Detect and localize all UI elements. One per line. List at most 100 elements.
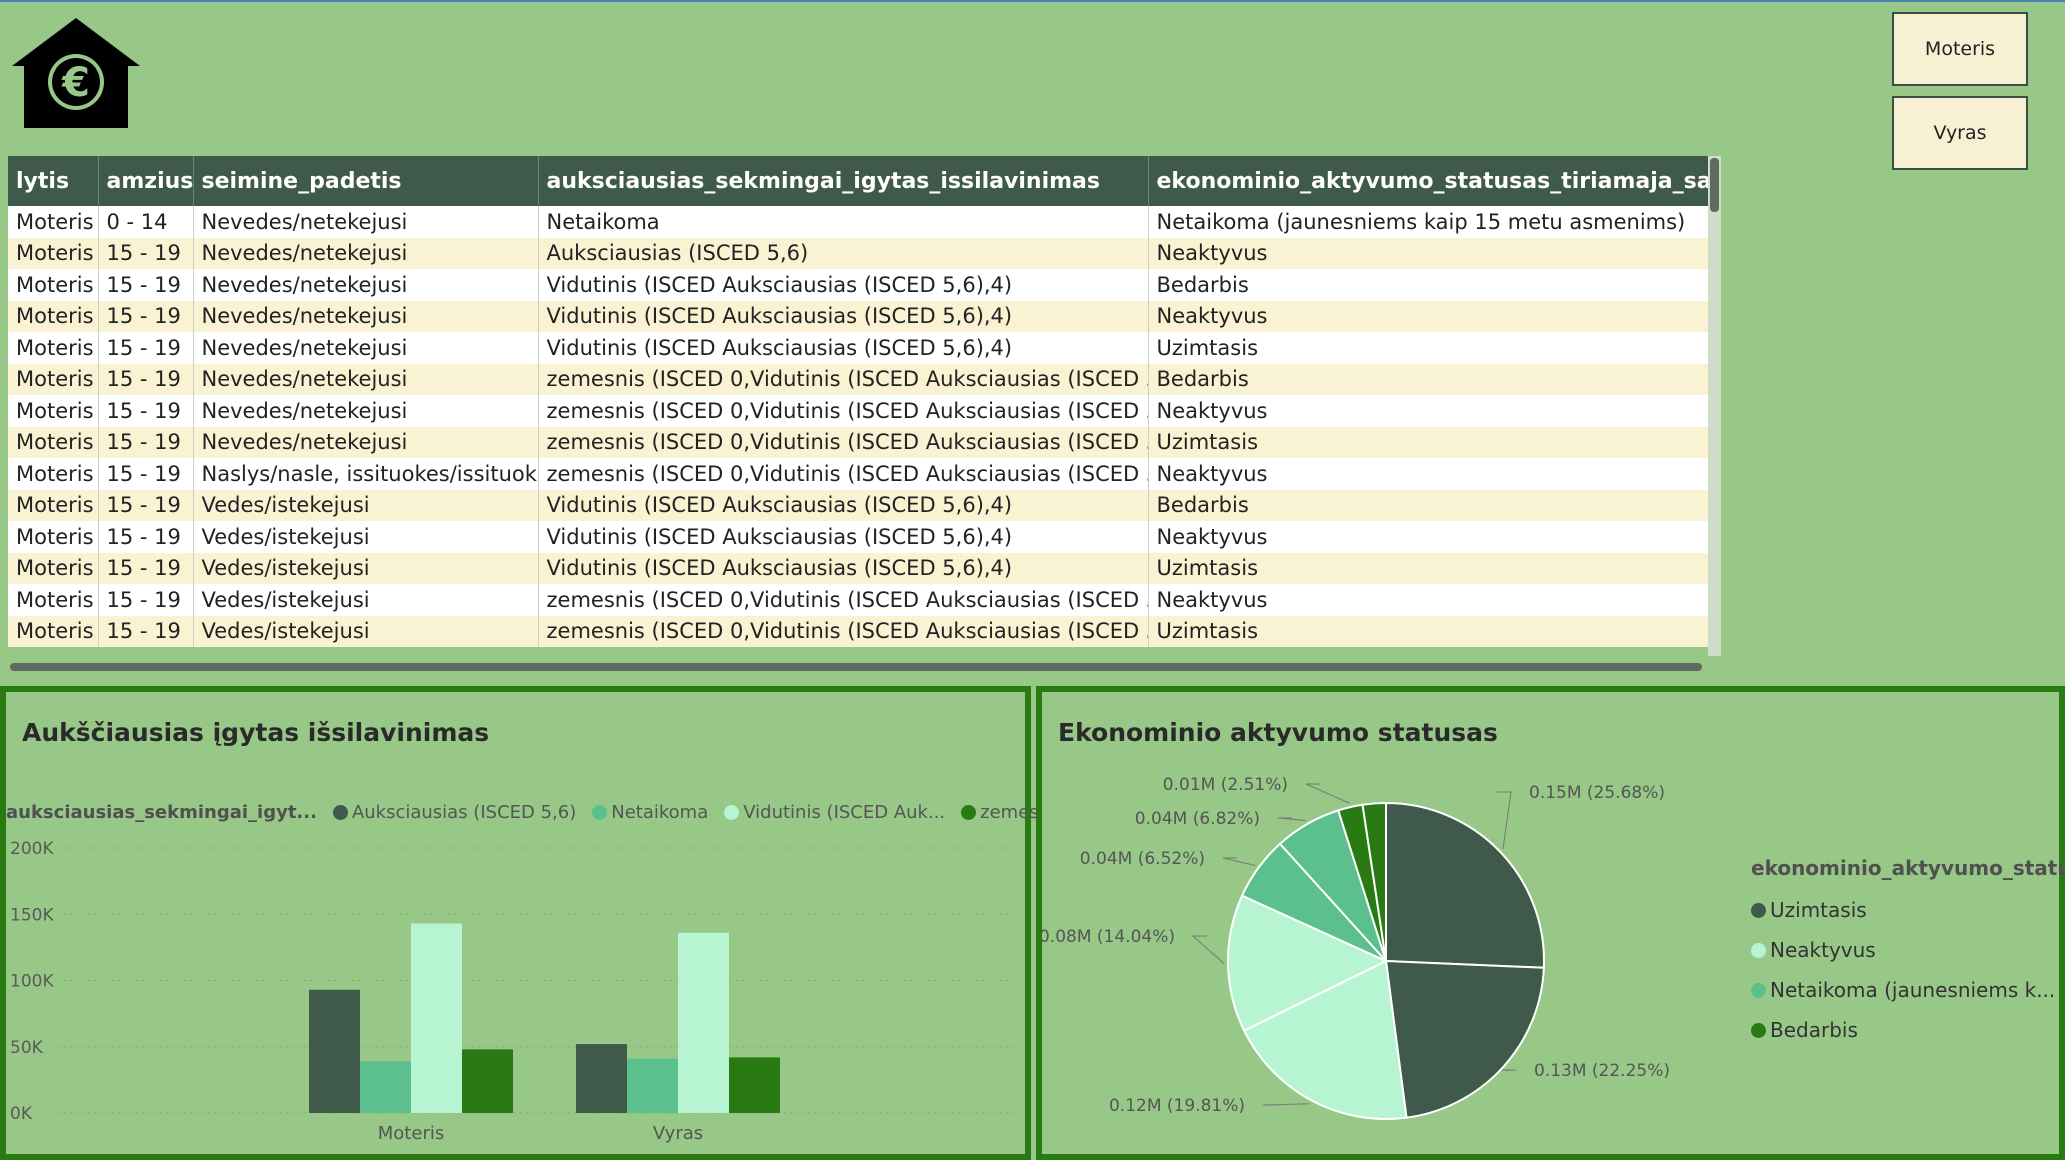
pie-slice[interactable] <box>1227 894 1389 1032</box>
pie-slice[interactable] <box>1385 801 1545 969</box>
table-cell: 15 - 19 <box>98 332 194 364</box>
horizontal-scrollbar[interactable] <box>10 663 1702 671</box>
pie-slice[interactable] <box>1384 959 1545 1119</box>
table-cell: Auksciausias (ISCED 5,6) <box>538 237 1149 269</box>
bar[interactable] <box>411 923 462 1113</box>
table-cell: 15 - 19 <box>98 395 194 427</box>
bar-chart-title: Aukščiausias įgytas išsilavinimas <box>22 718 490 747</box>
table-row[interactable]: Moteris 0 - 14 Nevedes/netekejusi Netaikoma… <box>8 206 1709 238</box>
pie-legend-item[interactable]: Neaktyvus <box>1751 930 2065 970</box>
table-cell: Moteris <box>8 395 99 427</box>
bar[interactable] <box>309 989 360 1113</box>
table-cell: Moteris <box>8 206 99 238</box>
slicer-button-vyras[interactable]: Vyras <box>1892 96 2028 170</box>
table-cell: Nevedes/netekejusi <box>193 269 539 301</box>
table-cell: Vidutinis (ISCED Auksciausias (ISCED 5,6… <box>538 269 1149 301</box>
vertical-scrollbar-thumb[interactable] <box>1710 158 1719 212</box>
bar[interactable] <box>576 1044 627 1113</box>
table-cell: Nevedes/netekejusi <box>193 426 539 458</box>
pie-data-label: 0.04M (6.52%) <box>1080 849 1205 869</box>
table-row[interactable]: Moteris 15 - 19 Vedes/istekejusi Vidutinis … <box>8 521 1709 553</box>
bar[interactable] <box>360 1061 411 1113</box>
table-cell: 15 - 19 <box>98 300 194 332</box>
table-cell: 15 - 19 <box>98 269 194 301</box>
bar-legend-item[interactable]: Netaikoma <box>592 802 708 823</box>
table-cell: Nevedes/netekejusi <box>193 237 539 269</box>
table-cell: Moteris <box>8 489 99 521</box>
table-row[interactable]: Moteris 15 - 19 Nevedes/netekejusi zemesnis… <box>8 395 1709 427</box>
pie-legend-item[interactable]: Uzimtasis <box>1751 890 2065 930</box>
bar-legend-label: Netaikoma <box>611 802 709 823</box>
table-cell: Vedes/istekejusi <box>193 552 539 584</box>
house-euro-logo-icon: € <box>12 18 140 128</box>
svg-text:€: € <box>61 60 90 106</box>
pie-data-label: 0.04M (6.82%) <box>1135 809 1260 829</box>
pie-data-label: 0.01M (2.51%) <box>1163 775 1288 795</box>
table-cell: Vidutinis (ISCED Auksciausias (ISCED 5,6… <box>538 332 1149 364</box>
bar-legend-item[interactable]: Auksciausias (ISCED 5,6) <box>332 802 576 823</box>
table-row[interactable]: Moteris 15 - 19 Naslys/nasle, issituokes/i… <box>8 458 1709 490</box>
table-row[interactable]: Moteris 15 - 19 Vedes/istekejusi Vidutinis … <box>8 552 1709 584</box>
legend-dot-icon <box>1751 982 1766 998</box>
table-cell: zemesnis (ISCED 0,Vidutinis (ISCED Auksc… <box>538 426 1149 458</box>
legend-dot-icon <box>1751 902 1766 918</box>
column-header-ekonominio-statusas[interactable]: ekonominio_aktyvumo_statusas_tiriamaja_s… <box>1148 156 1709 206</box>
table-row[interactable]: Moteris 15 - 19 Nevedes/netekejusi zemesnis… <box>8 363 1709 395</box>
pie-legend-item[interactable]: Bedarbis <box>1751 1010 2065 1050</box>
table-row[interactable]: Moteris 15 - 19 Nevedes/netekejusi Vidutini… <box>8 269 1709 301</box>
table-cell: Nevedes/netekejusi <box>193 206 539 238</box>
table-row[interactable]: Moteris 15 - 19 Vedes/istekejusi zemesnis (… <box>8 584 1709 616</box>
table-cell: Vidutinis (ISCED Auksciausias (ISCED 5,6… <box>538 489 1149 521</box>
table-cell: 15 - 19 <box>98 615 194 647</box>
pie-legend-title: ekonominio_aktyvumo_statu... <box>1751 856 2065 880</box>
table-cell: Nevedes/netekejusi <box>193 363 539 395</box>
column-header-issilavinimas[interactable]: auksciausias_sekmingai_igytas_issilavini… <box>538 156 1149 206</box>
table-cell: Vidutinis (ISCED Auksciausias (ISCED 5,6… <box>538 552 1149 584</box>
column-header-lytis[interactable]: lytis <box>8 156 99 206</box>
table-cell: Neaktyvus <box>1148 237 1709 269</box>
pie-leader-line <box>1497 791 1512 849</box>
pie-data-label: 0.15M (25.68%) <box>1529 783 1665 803</box>
bar[interactable] <box>627 1058 678 1113</box>
top-border <box>0 0 2065 2</box>
bar[interactable] <box>462 1049 513 1113</box>
y-tick-label: 100K <box>10 972 54 992</box>
x-tick-label: Vyras <box>653 1123 703 1144</box>
pie-chart-legend: ekonominio_aktyvumo_statu... Uzimtasis N… <box>1751 856 2065 1050</box>
table-row[interactable]: Moteris 15 - 19 Vedes/istekejusi Vidutinis … <box>8 489 1709 521</box>
table-row[interactable]: Moteris 15 - 19 Nevedes/netekejusi Auksciau… <box>8 237 1709 269</box>
table-cell: Vedes/istekejusi <box>193 615 539 647</box>
pie-legend-item[interactable]: Netaikoma (jaunesniems k... <box>1751 970 2065 1010</box>
table-cell: 15 - 19 <box>98 521 194 553</box>
pie-legend-label: Neaktyvus <box>1770 938 1876 962</box>
table-row[interactable]: Moteris 15 - 19 Vedes/istekejusi zemesnis (… <box>8 615 1709 647</box>
table-cell: zemesnis (ISCED 0,Vidutinis (ISCED Auksc… <box>538 458 1149 490</box>
table-cell: Vidutinis (ISCED Auksciausias (ISCED 5,6… <box>538 521 1149 553</box>
table-cell: Neaktyvus <box>1148 300 1709 332</box>
table-row[interactable]: Moteris 15 - 19 Nevedes/netekejusi zemesnis… <box>8 426 1709 458</box>
pie-leader-line <box>1191 935 1225 964</box>
bar[interactable] <box>729 1057 780 1113</box>
slicer-button-moteris[interactable]: Moteris <box>1892 12 2028 86</box>
legend-dot-icon <box>1751 1022 1766 1038</box>
table-cell: Moteris <box>8 584 99 616</box>
vertical-scrollbar-track[interactable] <box>1708 156 1721 656</box>
column-header-amzius[interactable]: amzius <box>98 156 194 206</box>
table-cell: Neaktyvus <box>1148 458 1709 490</box>
table-cell: Moteris <box>8 269 99 301</box>
bar-legend-item[interactable]: Vidutinis (ISCED Auk... <box>724 802 945 823</box>
legend-dot-icon <box>961 805 977 820</box>
pie-slice[interactable] <box>1242 959 1408 1120</box>
table-row[interactable]: Moteris 15 - 19 Nevedes/netekejusi Vidutini… <box>8 300 1709 332</box>
table-cell: Nevedes/netekejusi <box>193 332 539 364</box>
bar[interactable] <box>678 932 729 1113</box>
pie-leader-line <box>1222 857 1256 866</box>
pie-slice[interactable] <box>1361 801 1387 962</box>
pie-leader-line <box>1305 783 1350 804</box>
table-cell: Moteris <box>8 426 99 458</box>
pie-legend-label: Netaikoma (jaunesniems k... <box>1770 978 2056 1002</box>
table-row[interactable]: Moteris 15 - 19 Nevedes/netekejusi Vidutini… <box>8 332 1709 364</box>
table-cell: Neaktyvus <box>1148 521 1709 553</box>
column-header-seimine-padetis[interactable]: seimine_padetis <box>193 156 539 206</box>
table-cell: zemesnis (ISCED 0,Vidutinis (ISCED Auksc… <box>538 584 1149 616</box>
